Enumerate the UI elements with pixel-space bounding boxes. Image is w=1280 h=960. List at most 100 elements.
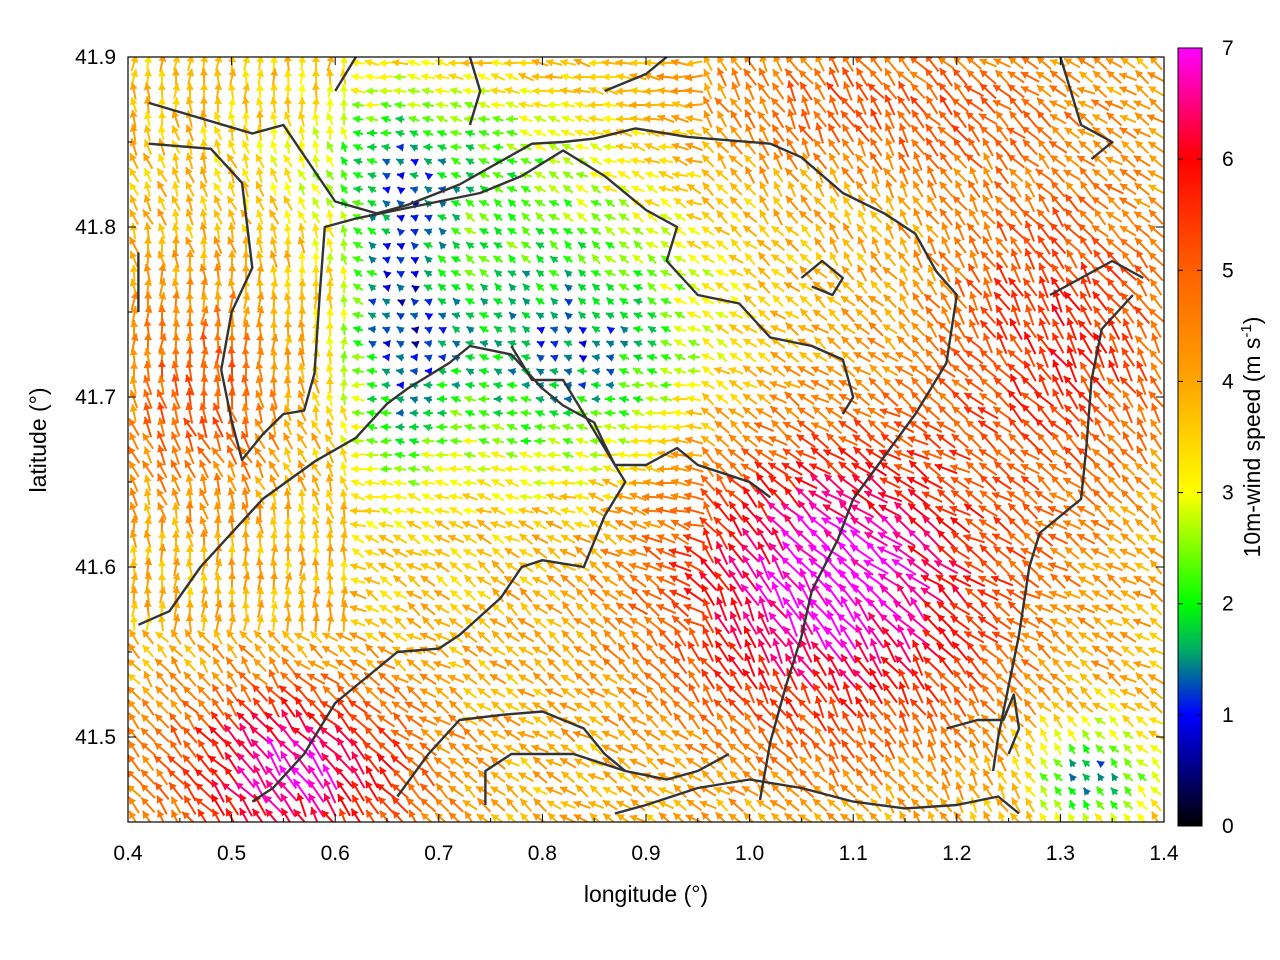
wind-vector-head bbox=[383, 242, 392, 251]
wind-vector-head bbox=[298, 265, 307, 273]
wind-vector-head bbox=[716, 240, 725, 248]
wind-vector-head bbox=[1093, 70, 1102, 79]
wind-vector-head bbox=[995, 70, 1004, 78]
wind-vector-head bbox=[518, 59, 526, 68]
wind-vector-head bbox=[519, 115, 528, 123]
wind-vector-head bbox=[269, 223, 278, 231]
wind-vector-head bbox=[899, 123, 907, 132]
wind-vector-head bbox=[731, 81, 739, 90]
wind-vector-head bbox=[298, 278, 307, 287]
wind-vector-head bbox=[899, 237, 908, 246]
wind-vector-head bbox=[199, 222, 208, 230]
wind-vector-head bbox=[326, 112, 334, 121]
wind-vector-head bbox=[1037, 110, 1045, 119]
wind-vector-head bbox=[227, 278, 236, 287]
wind-vector-head bbox=[953, 153, 962, 162]
wind-vector-head bbox=[213, 182, 222, 191]
wind-vector-head bbox=[410, 186, 419, 194]
wind-vector-head bbox=[214, 82, 223, 91]
wind-vector-head bbox=[450, 101, 459, 110]
wind-vector-head bbox=[1037, 209, 1045, 218]
wind-vector-head bbox=[1120, 238, 1128, 247]
wind-vector-head bbox=[659, 213, 668, 221]
wind-vector-head bbox=[1120, 57, 1129, 66]
wind-vector-head bbox=[326, 57, 335, 63]
wind-vector-head bbox=[507, 228, 516, 236]
wind-vector-head bbox=[996, 262, 1004, 271]
wind-vector-head bbox=[256, 264, 265, 272]
wind-vector-head bbox=[1050, 223, 1058, 231]
wind-vector-head bbox=[365, 86, 374, 95]
wind-vector-head bbox=[422, 101, 430, 110]
wind-vector-head bbox=[1021, 155, 1030, 163]
wind-vector-head bbox=[172, 57, 181, 64]
wind-vector-head bbox=[465, 212, 474, 221]
wind-vector-head bbox=[897, 223, 906, 232]
wind-vector-head bbox=[717, 111, 725, 120]
wind-vector-head bbox=[424, 158, 433, 166]
wind-vector-head bbox=[842, 57, 850, 63]
wind-vector-head bbox=[270, 126, 279, 134]
wind-vector-head bbox=[298, 154, 306, 163]
wind-vector-head bbox=[326, 209, 334, 218]
wind-vector-head bbox=[536, 255, 545, 264]
wind-vector-head bbox=[312, 197, 320, 206]
wind-vector-head bbox=[394, 101, 402, 110]
wind-vector-head bbox=[828, 139, 836, 148]
wind-vector-head bbox=[688, 269, 697, 277]
wind-vector-head bbox=[955, 250, 963, 259]
wind-vector-head bbox=[911, 139, 920, 148]
wind-vector-head bbox=[1092, 169, 1101, 177]
wind-vector-head bbox=[407, 101, 415, 110]
wind-vector-head bbox=[773, 137, 781, 146]
wind-vector-head bbox=[1037, 235, 1046, 244]
wind-vector-head bbox=[828, 67, 837, 76]
wind-vector-head bbox=[1020, 71, 1029, 80]
wind-vector-head bbox=[477, 101, 486, 109]
wind-vector-head bbox=[588, 114, 597, 123]
wind-vector-head bbox=[255, 181, 263, 190]
wind-vector-head bbox=[1077, 86, 1085, 95]
wind-vector-head bbox=[560, 101, 569, 109]
wind-vector-head bbox=[213, 139, 222, 147]
wind-vector-head bbox=[685, 142, 694, 151]
wind-vector-head bbox=[255, 195, 264, 204]
wind-vector-head bbox=[1051, 126, 1060, 134]
wind-vector-head bbox=[464, 101, 473, 110]
wind-vector-head bbox=[451, 228, 460, 236]
wind-vector-head bbox=[560, 73, 569, 81]
wind-vector-head bbox=[255, 223, 264, 231]
wind-vector-head bbox=[383, 271, 392, 279]
wind-vector-head bbox=[480, 284, 489, 292]
wind-vector-head bbox=[646, 185, 655, 193]
wind-vector-head bbox=[1119, 86, 1128, 94]
wind-vector-head bbox=[312, 97, 321, 105]
wind-vector-head bbox=[340, 211, 348, 220]
wind-vector-head bbox=[1038, 193, 1046, 203]
wind-vector-head bbox=[157, 208, 165, 217]
wind-vector-head bbox=[980, 210, 989, 218]
wind-vector-head bbox=[397, 228, 406, 237]
wind-vector-head bbox=[645, 227, 654, 235]
wind-vector-head bbox=[353, 172, 362, 180]
wind-vector-head bbox=[619, 284, 628, 292]
wind-vector-head bbox=[671, 58, 679, 67]
wind-vector-head bbox=[352, 115, 361, 124]
wind-vector-head bbox=[382, 256, 391, 264]
wind-vector-head bbox=[1035, 169, 1044, 177]
wind-vector-head bbox=[604, 213, 613, 222]
wind-vector-head bbox=[785, 196, 794, 204]
wind-vector-head bbox=[603, 171, 612, 179]
wind-vector-head bbox=[995, 196, 1003, 204]
wind-vector-head bbox=[283, 57, 292, 62]
wind-vector-head bbox=[729, 155, 738, 163]
wind-vector-head bbox=[298, 169, 306, 178]
wind-vector-head bbox=[799, 253, 808, 262]
wind-vector-head bbox=[382, 214, 391, 222]
wind-vector-head bbox=[200, 125, 208, 134]
wind-vector-head bbox=[757, 111, 766, 120]
wind-vector-head bbox=[686, 198, 694, 207]
wind-vector-head bbox=[536, 283, 545, 292]
wind-vector-head bbox=[283, 167, 292, 176]
wind-vector-head bbox=[506, 129, 515, 138]
